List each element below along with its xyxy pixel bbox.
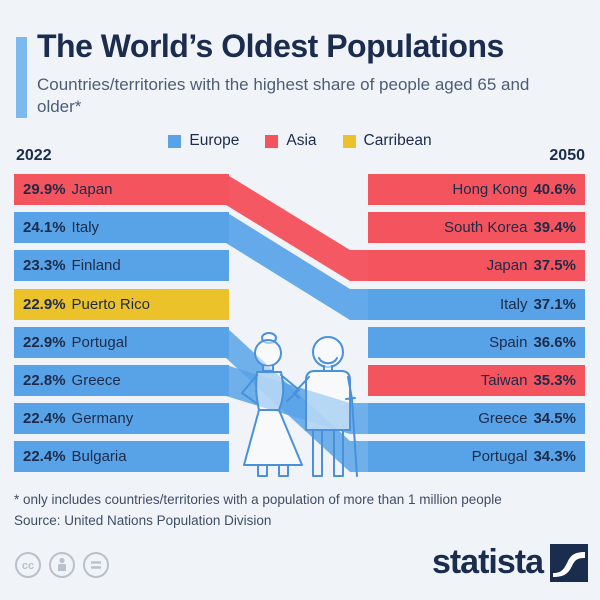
legend-label: Europe xyxy=(189,132,240,149)
bar-2022-finland: 23.3% Finland xyxy=(14,250,229,281)
bar-2050-spain: Spain 36.6% xyxy=(368,327,585,358)
source-line: Source: United Nations Population Divisi… xyxy=(14,513,272,528)
bar-2022-bulgaria: 22.4% Bulgaria xyxy=(14,441,229,472)
year-label-2022: 2022 xyxy=(16,147,52,164)
europe-swatch-icon xyxy=(168,134,182,148)
equal-icon[interactable] xyxy=(82,551,110,579)
legend-item-asia: Asia xyxy=(265,132,317,150)
title-accent-bar xyxy=(16,37,27,118)
bar-country: Greece xyxy=(71,372,121,389)
bar-2050-south-korea: South Korea 39.4% xyxy=(368,212,585,243)
bar-value: 22.9% xyxy=(23,334,66,351)
bar-country: Portugal xyxy=(71,334,128,351)
bar-value: 22.8% xyxy=(23,372,66,389)
bar-value: 37.5% xyxy=(533,257,576,274)
statista-swoosh-icon xyxy=(550,543,588,582)
bar-2050-greece: Greece 34.5% xyxy=(368,403,585,434)
bar-value: 34.5% xyxy=(533,410,576,427)
legend-item-europe: Europe xyxy=(168,132,239,150)
bar-country: Portugal xyxy=(471,448,528,465)
bar-country: Greece xyxy=(478,410,528,427)
bar-2022-japan: 29.9% Japan xyxy=(14,174,229,205)
bar-2022-greece: 22.8% Greece xyxy=(14,365,229,396)
bar-2022-puerto-rico: 22.9% Puerto Rico xyxy=(14,289,229,320)
legend-label: Carribean xyxy=(363,132,432,149)
carribean-swatch-icon xyxy=(342,134,356,148)
bar-country: Bulgaria xyxy=(71,448,127,465)
bar-2050-taiwan: Taiwan 35.3% xyxy=(368,365,585,396)
bar-country: Germany xyxy=(71,410,134,427)
legend-label: Asia xyxy=(286,132,317,149)
bar-value: 39.4% xyxy=(533,219,576,236)
bar-2050-hong-kong: Hong Kong 40.6% xyxy=(368,174,585,205)
statista-logo[interactable]: statista xyxy=(432,543,588,582)
bar-country: Japan xyxy=(486,257,528,274)
bar-country: Hong Kong xyxy=(452,181,528,198)
bar-value: 34.3% xyxy=(533,448,576,465)
bar-country: Finland xyxy=(71,257,121,274)
bar-country: Puerto Rico xyxy=(71,296,150,313)
bar-2050-japan: Japan 37.5% xyxy=(368,250,585,281)
legend-item-carribean: Carribean xyxy=(342,132,432,150)
bar-value: 37.1% xyxy=(533,296,576,313)
bar-value: 35.3% xyxy=(533,372,576,389)
ribbon-italy xyxy=(220,212,372,320)
page-subtitle: Countries/territories with the highest s… xyxy=(37,75,530,117)
bar-country: Taiwan xyxy=(480,372,528,389)
bar-value: 40.6% xyxy=(533,181,576,198)
statista-logo-text: statista xyxy=(431,543,544,581)
bar-country: Italy xyxy=(499,296,528,313)
page-title: The World’s Oldest Populations xyxy=(37,28,504,64)
bar-2022-portugal: 22.9% Portugal xyxy=(14,327,229,358)
bar-2050-portugal: Portugal 34.3% xyxy=(368,441,585,472)
year-label-2050: 2050 xyxy=(549,147,585,164)
bar-country: Spain xyxy=(489,334,528,351)
cc-license-badges[interactable]: cc xyxy=(14,551,110,579)
bar-value: 22.9% xyxy=(23,296,66,313)
bar-value: 23.3% xyxy=(23,257,66,274)
svg-text:cc: cc xyxy=(22,560,34,572)
bar-value: 22.4% xyxy=(23,410,66,427)
footnote: * only includes countries/territories wi… xyxy=(14,492,502,507)
bar-country: Italy xyxy=(71,219,100,236)
bar-value: 36.6% xyxy=(533,334,576,351)
legend: Europe Asia Carribean xyxy=(0,132,600,150)
elderly-couple-illustration xyxy=(241,332,358,477)
bar-2050-italy: Italy 37.1% xyxy=(368,289,585,320)
asia-swatch-icon xyxy=(265,134,279,148)
bar-2022-germany: 22.4% Germany xyxy=(14,403,229,434)
ribbon-japan xyxy=(220,174,372,281)
attribution-icon[interactable] xyxy=(48,551,76,579)
bar-country: South Korea xyxy=(444,219,528,236)
bar-value: 22.4% xyxy=(23,448,66,465)
bar-country: Japan xyxy=(71,181,113,198)
cc-icon[interactable]: cc xyxy=(14,551,42,579)
bar-value: 29.9% xyxy=(23,181,66,198)
bar-2022-italy: 24.1% Italy xyxy=(14,212,229,243)
bar-value: 24.1% xyxy=(23,219,66,236)
